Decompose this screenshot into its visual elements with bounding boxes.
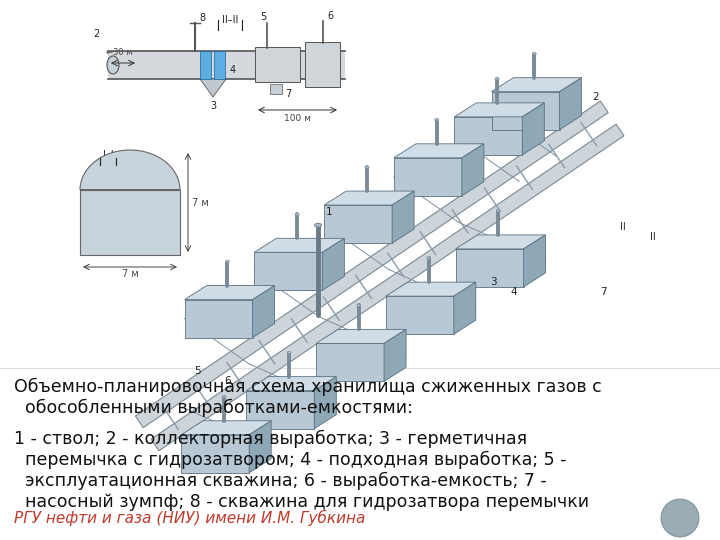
Text: 6: 6 [225, 376, 231, 386]
Polygon shape [135, 101, 608, 428]
Ellipse shape [222, 396, 226, 398]
Bar [246, 390, 315, 429]
Text: 3: 3 [210, 101, 216, 111]
Bar [492, 92, 559, 130]
Text: ←30 м: ←30 м [106, 48, 132, 57]
Bar [254, 252, 323, 291]
Polygon shape [315, 376, 336, 429]
Ellipse shape [426, 257, 431, 259]
Text: 5: 5 [194, 366, 201, 376]
Polygon shape [181, 421, 271, 435]
Bar [200, 51, 211, 79]
Text: II–II: II–II [222, 15, 238, 25]
Text: 7 м: 7 м [122, 269, 138, 279]
Polygon shape [200, 79, 226, 97]
Polygon shape [324, 191, 414, 205]
Bar [324, 205, 392, 243]
Bar [270, 84, 282, 94]
Ellipse shape [661, 499, 699, 537]
Polygon shape [454, 103, 544, 117]
Polygon shape [492, 78, 582, 92]
Bar [456, 249, 523, 287]
Bar [184, 300, 253, 338]
Polygon shape [559, 78, 582, 130]
Text: I–I: I–I [103, 150, 113, 160]
Text: 4: 4 [230, 65, 236, 75]
Polygon shape [246, 376, 336, 390]
Text: 7: 7 [600, 287, 607, 297]
Ellipse shape [496, 210, 500, 212]
Polygon shape [386, 282, 476, 296]
Polygon shape [454, 282, 476, 334]
Bar [80, 190, 180, 255]
Ellipse shape [435, 119, 438, 121]
Bar [394, 158, 462, 196]
Polygon shape [316, 329, 406, 343]
Bar [305, 42, 340, 87]
Ellipse shape [287, 352, 291, 354]
Polygon shape [184, 286, 274, 300]
Polygon shape [522, 103, 544, 155]
Text: 5: 5 [260, 12, 266, 22]
Text: 2: 2 [93, 29, 99, 39]
Polygon shape [456, 235, 546, 249]
Polygon shape [323, 238, 344, 291]
Text: 2: 2 [592, 92, 599, 103]
Text: 1: 1 [326, 207, 333, 217]
Polygon shape [392, 191, 414, 243]
Text: II: II [620, 222, 626, 232]
Polygon shape [254, 238, 344, 252]
Bar [454, 117, 522, 155]
Polygon shape [462, 144, 484, 196]
Text: II: II [650, 232, 656, 242]
Polygon shape [151, 124, 624, 451]
Text: 100 м: 100 м [284, 114, 311, 123]
Bar [181, 435, 249, 472]
Polygon shape [253, 286, 274, 338]
Ellipse shape [225, 260, 230, 262]
Polygon shape [523, 235, 546, 287]
Bar [316, 343, 384, 381]
Text: РГУ нефти и газа (НИУ) имени И.М. Губкина: РГУ нефти и газа (НИУ) имени И.М. Губкин… [14, 510, 365, 526]
Ellipse shape [532, 52, 536, 55]
Ellipse shape [495, 78, 499, 80]
Text: 3: 3 [490, 277, 497, 287]
Polygon shape [394, 144, 484, 158]
Bar [108, 51, 345, 79]
Text: 4: 4 [510, 287, 517, 297]
Polygon shape [384, 329, 406, 381]
Text: 1 - ствол; 2 - коллекторная выработка; 3 - герметичная
  перемычка с гидрозатвор: 1 - ствол; 2 - коллекторная выработка; 3… [14, 430, 589, 511]
Ellipse shape [365, 166, 369, 168]
Text: 7: 7 [285, 89, 292, 99]
Polygon shape [80, 150, 180, 190]
Ellipse shape [295, 213, 300, 215]
Ellipse shape [315, 223, 322, 227]
Ellipse shape [107, 56, 119, 74]
Polygon shape [249, 421, 271, 472]
Bar [255, 47, 300, 82]
Bar [386, 296, 454, 334]
Text: 6: 6 [327, 11, 333, 21]
Text: 7 м: 7 м [192, 198, 209, 207]
Text: 8: 8 [199, 13, 205, 23]
Bar [214, 51, 225, 79]
Ellipse shape [356, 304, 361, 307]
Text: Объемно-планировочная схема хранилища сжиженных газов с
  обособленными выработк: Объемно-планировочная схема хранилища сж… [14, 378, 602, 417]
